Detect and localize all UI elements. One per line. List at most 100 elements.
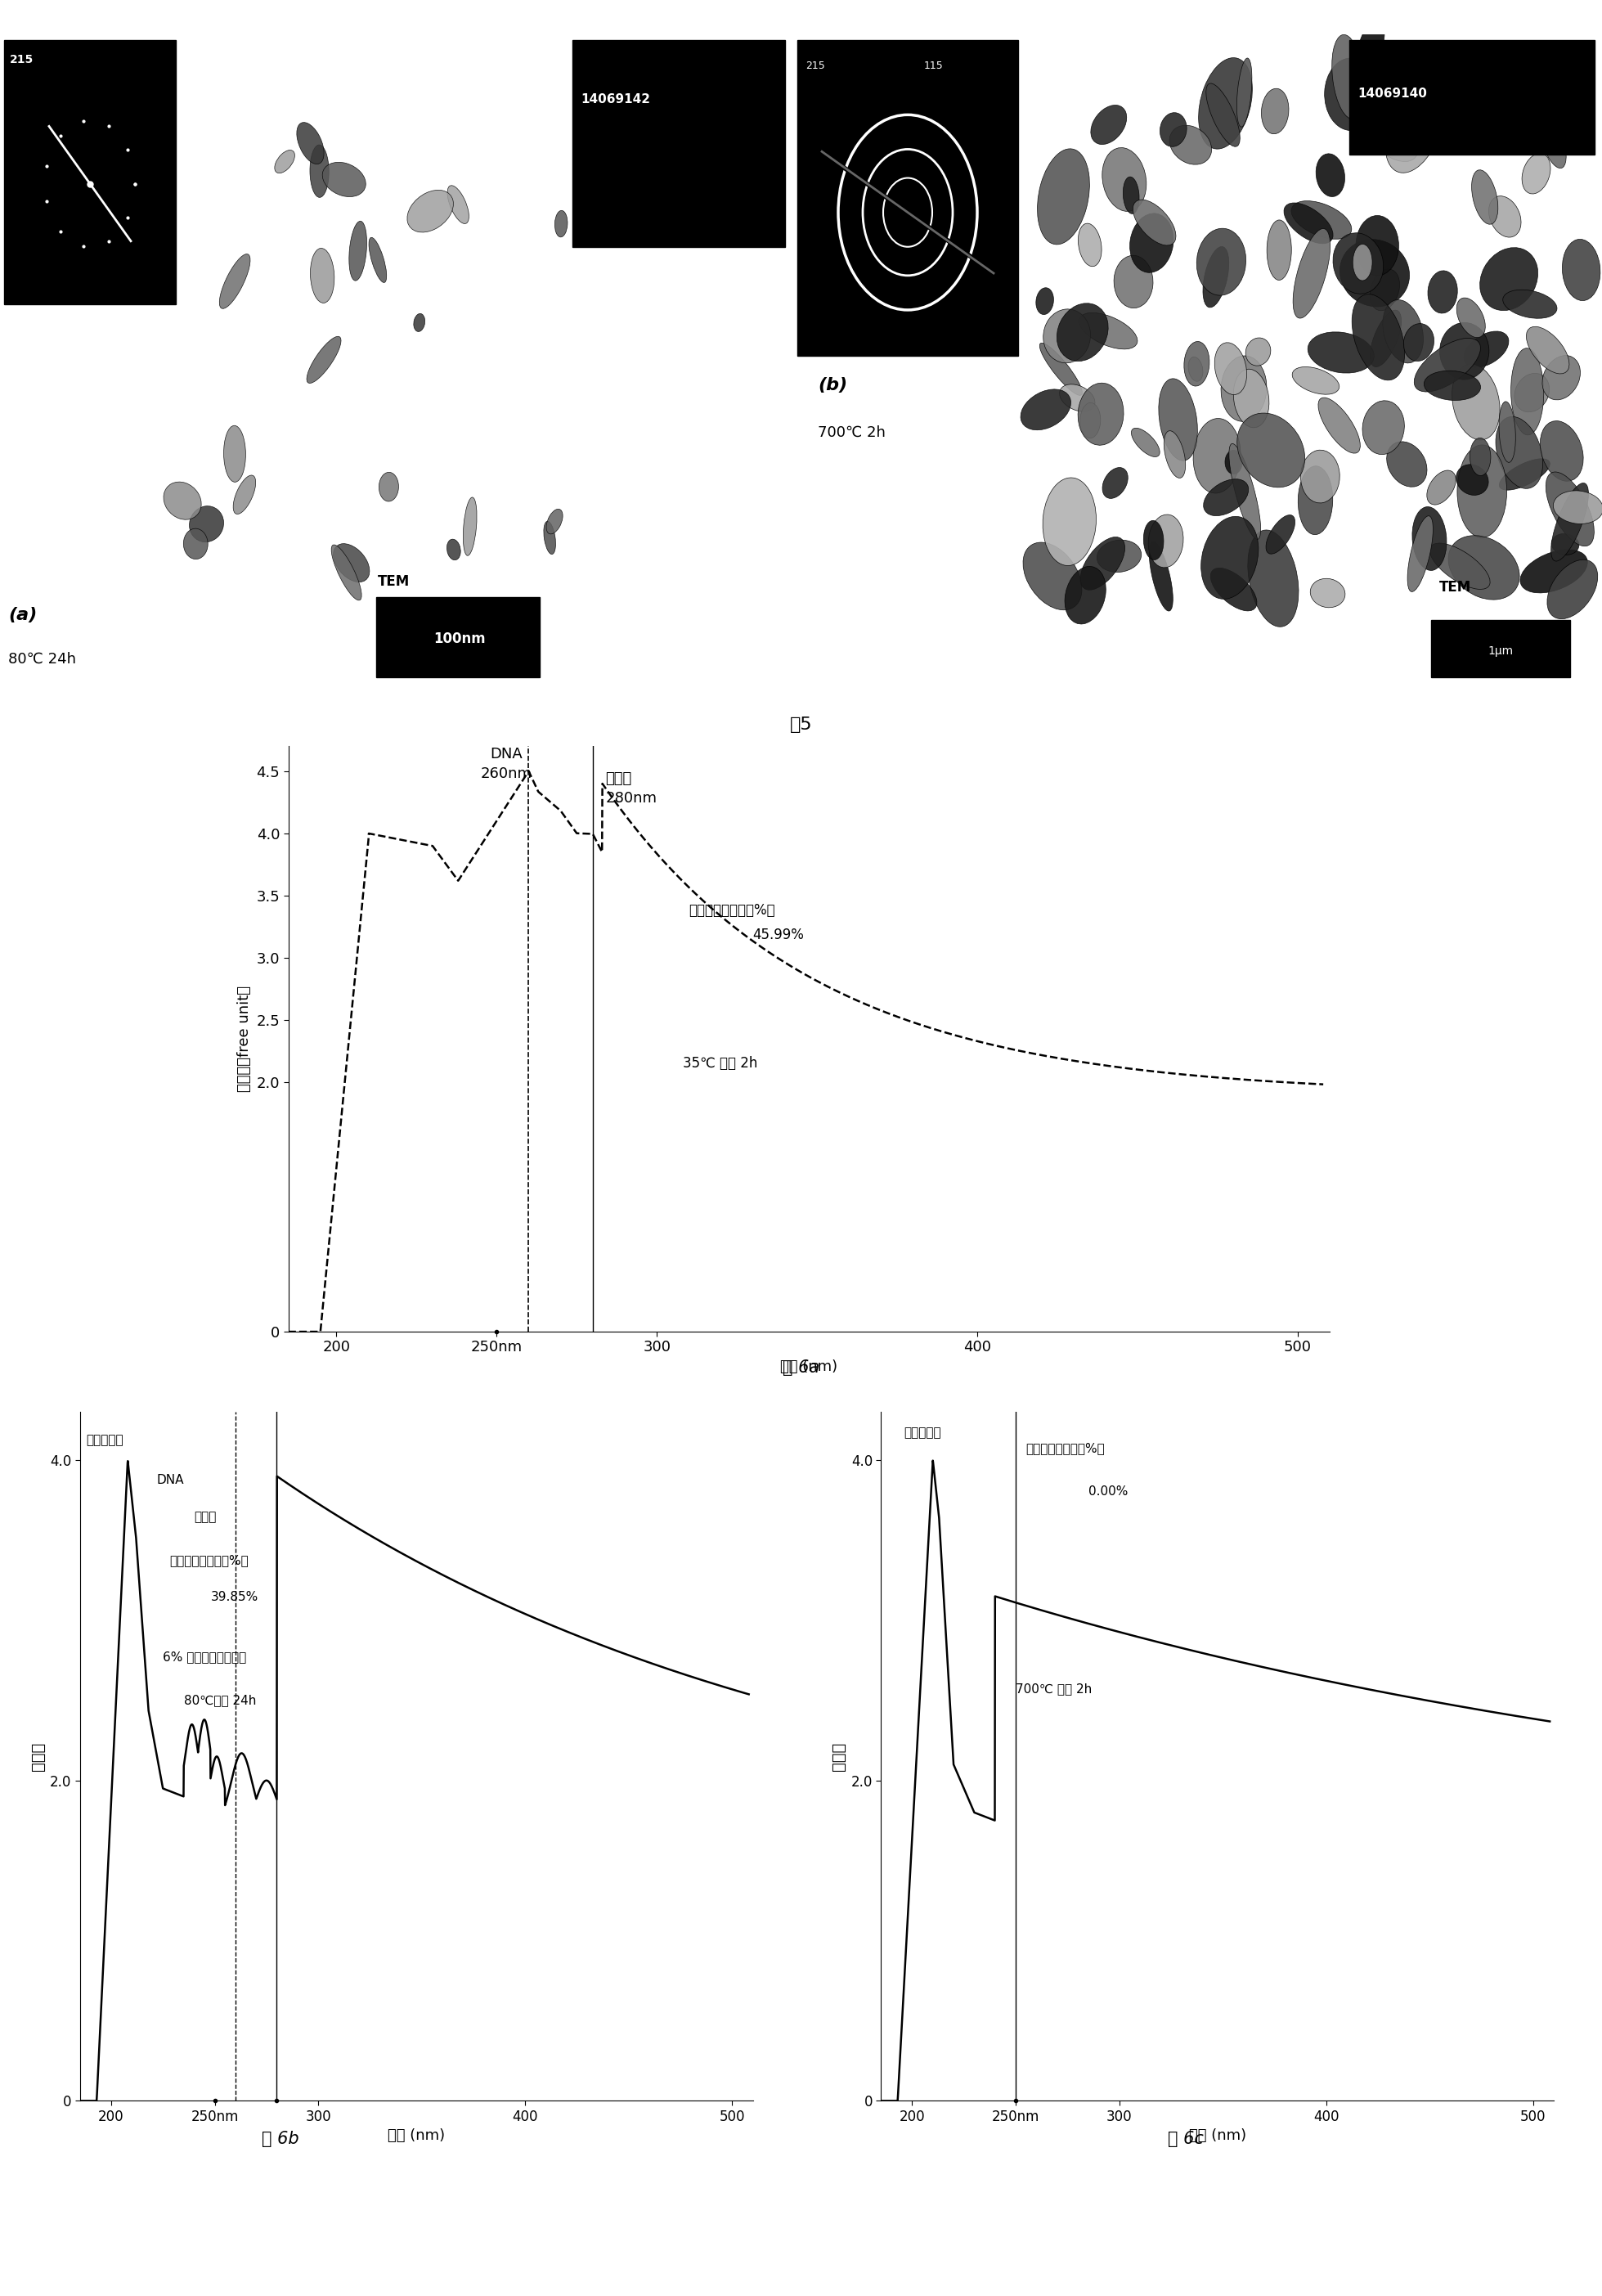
Ellipse shape <box>1234 370 1269 427</box>
Text: 215: 215 <box>10 55 34 67</box>
Ellipse shape <box>1464 331 1509 367</box>
Ellipse shape <box>1267 220 1291 280</box>
Ellipse shape <box>1158 379 1198 461</box>
Ellipse shape <box>1352 243 1373 280</box>
Ellipse shape <box>1102 468 1128 498</box>
Ellipse shape <box>1370 310 1402 367</box>
Ellipse shape <box>322 163 365 197</box>
Ellipse shape <box>1362 400 1405 455</box>
Text: 图 6b: 图 6b <box>261 2131 300 2147</box>
Ellipse shape <box>1237 413 1304 487</box>
Ellipse shape <box>1197 227 1246 296</box>
Ellipse shape <box>1078 223 1102 266</box>
X-axis label: 波长 (nm): 波长 (nm) <box>780 1359 838 1375</box>
Ellipse shape <box>1514 374 1549 411</box>
Ellipse shape <box>1078 312 1137 349</box>
Ellipse shape <box>1499 402 1515 461</box>
Ellipse shape <box>1527 326 1570 374</box>
Ellipse shape <box>1169 126 1211 165</box>
Ellipse shape <box>349 220 367 280</box>
Ellipse shape <box>1355 216 1399 276</box>
Text: DNA: DNA <box>490 746 522 762</box>
Ellipse shape <box>1301 450 1339 503</box>
Ellipse shape <box>1402 67 1450 106</box>
Ellipse shape <box>1424 370 1480 400</box>
Ellipse shape <box>1043 310 1091 363</box>
Ellipse shape <box>1203 480 1248 517</box>
Bar <box>1431 620 1570 677</box>
Text: 图5: 图5 <box>790 716 812 732</box>
Ellipse shape <box>1370 269 1400 310</box>
Ellipse shape <box>1310 579 1346 608</box>
Text: 280nm: 280nm <box>606 792 657 806</box>
Ellipse shape <box>333 544 370 583</box>
Ellipse shape <box>1499 459 1549 489</box>
Text: 羟基磷灰石: 羟基磷灰石 <box>87 1435 123 1446</box>
Ellipse shape <box>1415 338 1480 393</box>
Ellipse shape <box>1331 34 1365 119</box>
Ellipse shape <box>1488 195 1520 236</box>
Ellipse shape <box>1429 544 1490 590</box>
Ellipse shape <box>554 211 567 236</box>
Ellipse shape <box>1065 567 1105 625</box>
Ellipse shape <box>1403 324 1434 360</box>
Ellipse shape <box>1283 202 1333 243</box>
Ellipse shape <box>1554 491 1602 523</box>
Text: 80℃干燥 24h: 80℃干燥 24h <box>184 1694 256 1706</box>
Ellipse shape <box>1387 441 1427 487</box>
Ellipse shape <box>296 122 324 163</box>
Ellipse shape <box>1325 57 1378 131</box>
Ellipse shape <box>1248 530 1299 627</box>
Ellipse shape <box>1144 521 1163 560</box>
Ellipse shape <box>224 425 245 482</box>
Ellipse shape <box>1229 443 1261 540</box>
Ellipse shape <box>1043 478 1096 565</box>
Ellipse shape <box>1408 517 1434 592</box>
Ellipse shape <box>1367 113 1418 161</box>
Ellipse shape <box>1206 83 1240 147</box>
Ellipse shape <box>1509 67 1560 117</box>
Ellipse shape <box>1456 101 1495 147</box>
Ellipse shape <box>1291 200 1352 239</box>
Ellipse shape <box>543 521 556 553</box>
Ellipse shape <box>368 236 386 282</box>
Ellipse shape <box>1458 445 1507 537</box>
Ellipse shape <box>1315 154 1344 197</box>
Ellipse shape <box>306 338 341 383</box>
Ellipse shape <box>1184 342 1210 386</box>
Ellipse shape <box>1562 239 1600 301</box>
Ellipse shape <box>1456 298 1485 338</box>
Ellipse shape <box>1520 549 1588 592</box>
Ellipse shape <box>407 191 453 232</box>
Text: 215: 215 <box>806 60 825 71</box>
Ellipse shape <box>1113 255 1153 308</box>
Ellipse shape <box>1266 514 1294 553</box>
Text: TEM: TEM <box>378 574 410 588</box>
Ellipse shape <box>1221 356 1267 422</box>
Ellipse shape <box>1540 420 1583 482</box>
Ellipse shape <box>1333 232 1384 294</box>
Ellipse shape <box>311 248 335 303</box>
Ellipse shape <box>1503 289 1557 319</box>
Ellipse shape <box>1091 106 1126 145</box>
Text: 1μm: 1μm <box>1488 645 1514 657</box>
Text: DNA: DNA <box>157 1474 184 1486</box>
Ellipse shape <box>1456 464 1488 496</box>
Text: 图 6c: 图 6c <box>1168 2131 1203 2147</box>
Ellipse shape <box>1123 177 1139 214</box>
Y-axis label: 吸光度: 吸光度 <box>831 1743 846 1770</box>
Ellipse shape <box>189 505 224 542</box>
Ellipse shape <box>1080 402 1101 439</box>
Y-axis label: 吸光度（free unit）: 吸光度（free unit） <box>237 985 252 1093</box>
Ellipse shape <box>1427 471 1456 505</box>
Ellipse shape <box>447 540 461 560</box>
Ellipse shape <box>1129 214 1173 273</box>
Ellipse shape <box>1472 170 1498 225</box>
Ellipse shape <box>1038 149 1089 243</box>
Text: 0.00%: 0.00% <box>1088 1486 1128 1497</box>
Ellipse shape <box>219 255 250 308</box>
Ellipse shape <box>1357 21 1384 71</box>
Text: 14069140: 14069140 <box>1357 87 1427 101</box>
Ellipse shape <box>1522 154 1551 193</box>
Ellipse shape <box>1413 507 1447 569</box>
